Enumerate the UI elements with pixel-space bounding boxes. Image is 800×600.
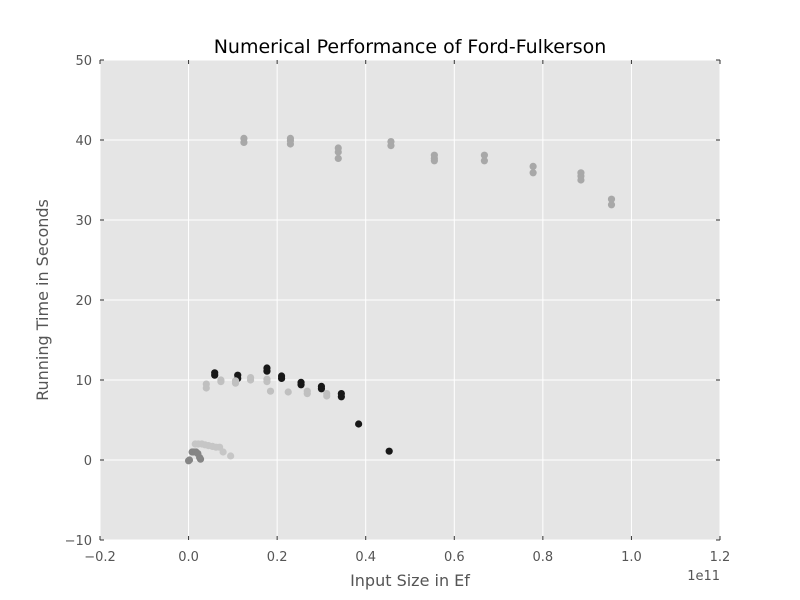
y-axis-label: Running Time in Seconds — [33, 199, 52, 401]
y-tick-label: 40 — [75, 134, 92, 149]
data-point — [211, 369, 219, 377]
data-point — [266, 387, 275, 395]
data-point — [231, 377, 240, 385]
data-point — [334, 154, 342, 162]
y-tick-label: 0 — [84, 454, 92, 469]
data-point — [263, 364, 271, 372]
data-point — [217, 376, 225, 384]
y-tick-label: 20 — [75, 294, 92, 309]
data-point — [227, 452, 235, 460]
data-point — [196, 455, 205, 463]
data-point — [385, 447, 393, 455]
data-point — [334, 144, 342, 152]
data-point — [355, 420, 363, 428]
data-point — [577, 169, 585, 177]
data-point — [284, 388, 292, 396]
x-tick-label: 0.8 — [533, 550, 554, 565]
data-point — [529, 162, 537, 170]
y-tick-label: −10 — [65, 534, 92, 549]
data-point — [234, 371, 242, 379]
x-tick-label: 0.4 — [355, 550, 376, 565]
data-point — [480, 157, 488, 165]
x-tick-label: 0.6 — [444, 550, 465, 565]
x-tick-label: 1.2 — [710, 550, 731, 565]
data-point — [246, 374, 255, 382]
x-tick-label: 0.0 — [178, 550, 199, 565]
x-tick-label: 0.2 — [267, 550, 288, 565]
data-point — [387, 138, 395, 146]
chart-title: Numerical Performance of Ford-Fulkerson — [214, 36, 607, 58]
data-point — [430, 151, 438, 159]
y-tick-label: 30 — [75, 214, 92, 229]
x-axis-offset-label: 1e11 — [687, 569, 720, 584]
y-tick-label: 10 — [75, 374, 92, 389]
data-point — [263, 375, 271, 383]
x-tick-label: −0.2 — [84, 550, 116, 565]
y-tick-label: 50 — [75, 54, 92, 69]
data-point — [607, 195, 616, 203]
data-point — [303, 387, 311, 395]
data-point — [286, 134, 295, 142]
data-point — [202, 380, 210, 388]
data-point — [240, 134, 248, 142]
data-point — [607, 201, 616, 209]
data-point — [323, 390, 331, 398]
x-tick-label: 1.0 — [621, 550, 642, 565]
data-point — [297, 378, 305, 386]
data-point — [337, 390, 345, 398]
x-axis-label: Input Size in Ef — [350, 571, 470, 590]
data-point — [480, 151, 488, 159]
data-point — [529, 169, 537, 177]
data-point — [277, 372, 286, 380]
data-point — [317, 382, 326, 390]
data-point — [185, 456, 194, 464]
data-point — [219, 448, 227, 456]
